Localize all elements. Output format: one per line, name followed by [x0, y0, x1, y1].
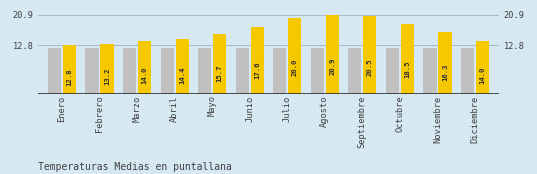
Bar [63, 45, 76, 94]
Bar [236, 49, 249, 94]
Text: 14.0: 14.0 [142, 67, 148, 84]
Bar [251, 27, 264, 94]
Text: Temperaturas Medias en puntallana: Temperaturas Medias en puntallana [38, 162, 231, 172]
Bar [288, 18, 301, 94]
Bar [461, 49, 474, 94]
Text: 14.0: 14.0 [480, 67, 485, 84]
Bar [100, 44, 114, 94]
Bar [273, 49, 286, 94]
Bar [401, 24, 414, 94]
Bar [438, 32, 452, 94]
Text: 14.4: 14.4 [179, 66, 185, 84]
Bar [311, 49, 324, 94]
Bar [138, 41, 151, 94]
Bar [123, 49, 136, 94]
Text: 17.6: 17.6 [254, 62, 260, 79]
Bar [213, 34, 226, 94]
Bar [85, 49, 99, 94]
Text: 13.2: 13.2 [104, 68, 110, 85]
Bar [176, 39, 188, 94]
Text: 20.9: 20.9 [329, 57, 335, 75]
Text: 20.5: 20.5 [367, 58, 373, 76]
Text: 16.3: 16.3 [442, 64, 448, 81]
Bar [198, 49, 211, 94]
Text: 20.0: 20.0 [292, 59, 298, 76]
Bar [476, 41, 489, 94]
Text: 15.7: 15.7 [217, 64, 223, 82]
Bar [161, 49, 173, 94]
Bar [386, 49, 399, 94]
Bar [48, 49, 61, 94]
Bar [423, 49, 437, 94]
Bar [349, 49, 361, 94]
Bar [326, 15, 339, 94]
Text: 12.8: 12.8 [67, 68, 72, 86]
Bar [364, 16, 376, 94]
Text: 18.5: 18.5 [404, 61, 410, 78]
